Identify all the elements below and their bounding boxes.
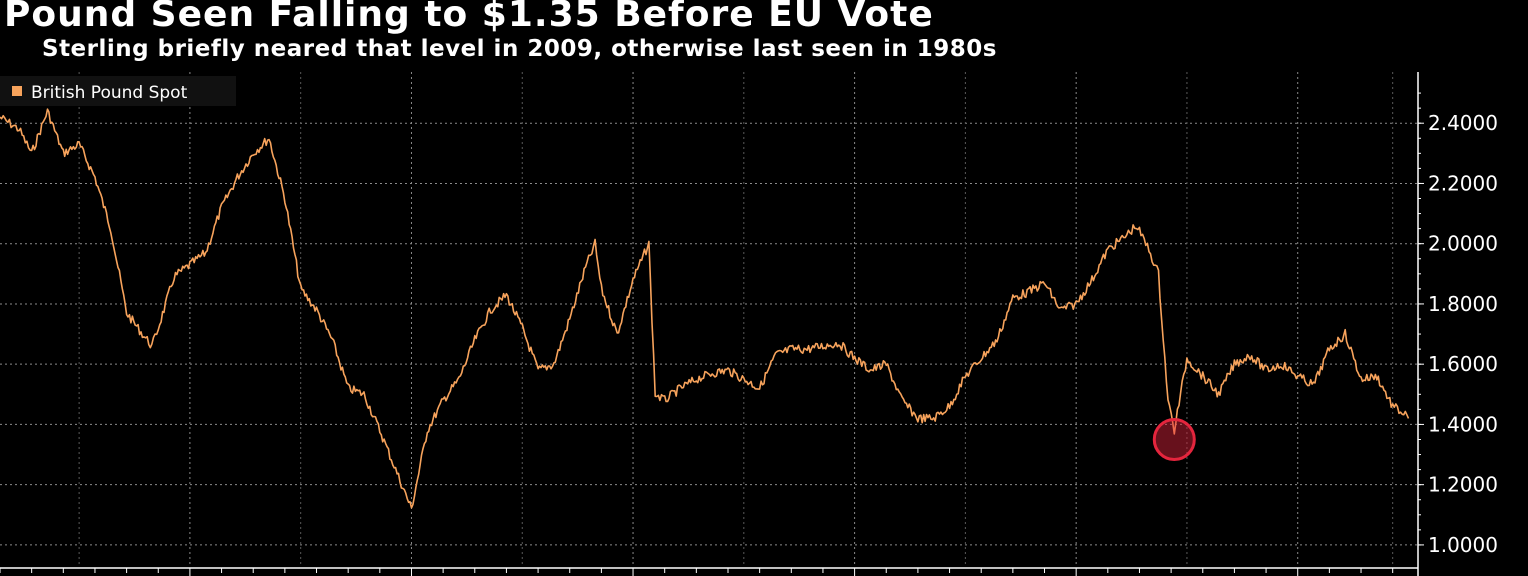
y-tick-label: 2.2000 — [1428, 171, 1498, 195]
y-tick-label: 1.0000 — [1428, 533, 1498, 557]
gridlines — [0, 72, 1418, 566]
y-tick-label: 2.4000 — [1428, 111, 1498, 135]
legend-swatch — [12, 86, 22, 96]
series-line-british-pound-spot — [0, 108, 1410, 509]
y-tick-label: 1.2000 — [1428, 473, 1498, 497]
legend-background — [0, 76, 236, 106]
y-axis: 1.0000 1.2000 1.4000 1.6000 1.8000 2.0000 2.20… — [0, 72, 1498, 576]
plot-background — [0, 72, 1418, 570]
y-tick-label: 1.4000 — [1428, 412, 1498, 436]
y-tick-label: 1.8000 — [1428, 292, 1498, 316]
chart-subtitle: Sterling briefly neared that level in 20… — [42, 36, 997, 62]
annotation-layer — [1152, 417, 1196, 461]
y-tick-label: 1.6000 — [1428, 352, 1498, 376]
chart-title: Pound Seen Falling to $1.35 Before EU Vo… — [4, 0, 934, 35]
legend: British Pound Spot — [0, 76, 236, 106]
series-layer — [0, 108, 1410, 509]
legend-label: British Pound Spot — [31, 83, 188, 103]
y-tick-label: 2.0000 — [1428, 232, 1498, 256]
highlight-circle-marker — [1152, 417, 1196, 461]
